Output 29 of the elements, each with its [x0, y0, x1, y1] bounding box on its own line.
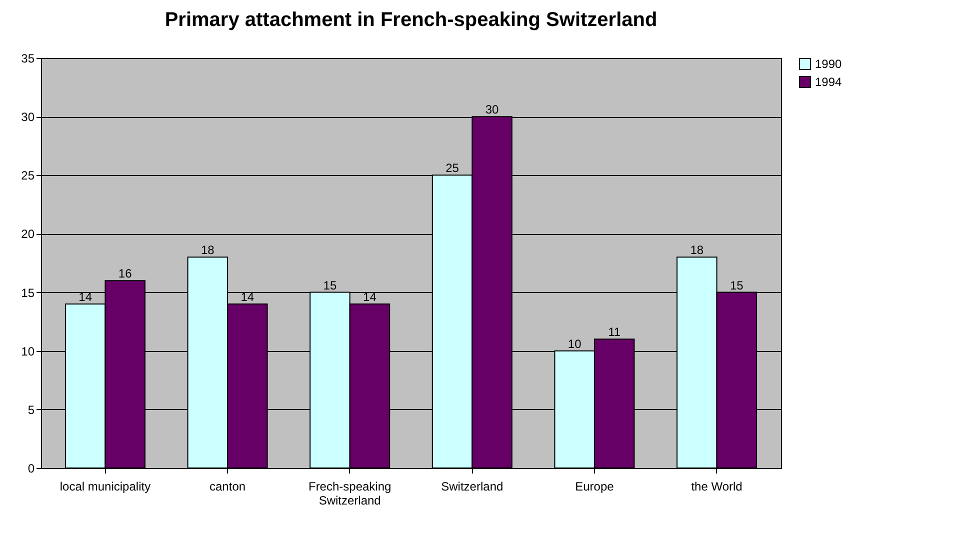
data-label: 14 [363, 290, 377, 304]
y-tick-label: 15 [21, 286, 35, 300]
x-tick-label: the World [691, 480, 742, 494]
y-tick-label: 5 [28, 402, 35, 417]
y-tick-label: 30 [21, 110, 35, 124]
data-label: 15 [730, 278, 744, 292]
x-tick-label: Europe [575, 480, 614, 494]
x-tick-label: Frech-speaking Switzerland [308, 480, 392, 508]
data-label: 18 [690, 243, 704, 258]
y-tick-label: 10 [21, 344, 35, 358]
y-tick-label: 35 [21, 52, 35, 66]
y-tick-label: 25 [21, 168, 35, 183]
data-label: 30 [485, 102, 500, 117]
data-label: 18 [200, 243, 215, 258]
data-label: 15 [323, 278, 337, 292]
chart-title: Primary attachment in French-speaking Switzerland [164, 9, 658, 31]
x-tick-label: local municipality [60, 480, 151, 494]
x-tick-label: canton [210, 480, 246, 494]
legend-label: 1994 [815, 75, 842, 89]
legend-label: 1990 [815, 57, 842, 71]
data-label: 11 [608, 325, 621, 340]
data-label: 10 [568, 336, 582, 351]
x-tick-label: Switzerland [441, 480, 504, 494]
data-label: 25 [446, 161, 460, 176]
data-label: 14 [78, 290, 92, 304]
y-tick-label: 20 [21, 227, 35, 242]
data-label: 16 [118, 266, 132, 281]
y-tick-label: 0 [28, 462, 35, 476]
data-label: 14 [240, 290, 254, 304]
